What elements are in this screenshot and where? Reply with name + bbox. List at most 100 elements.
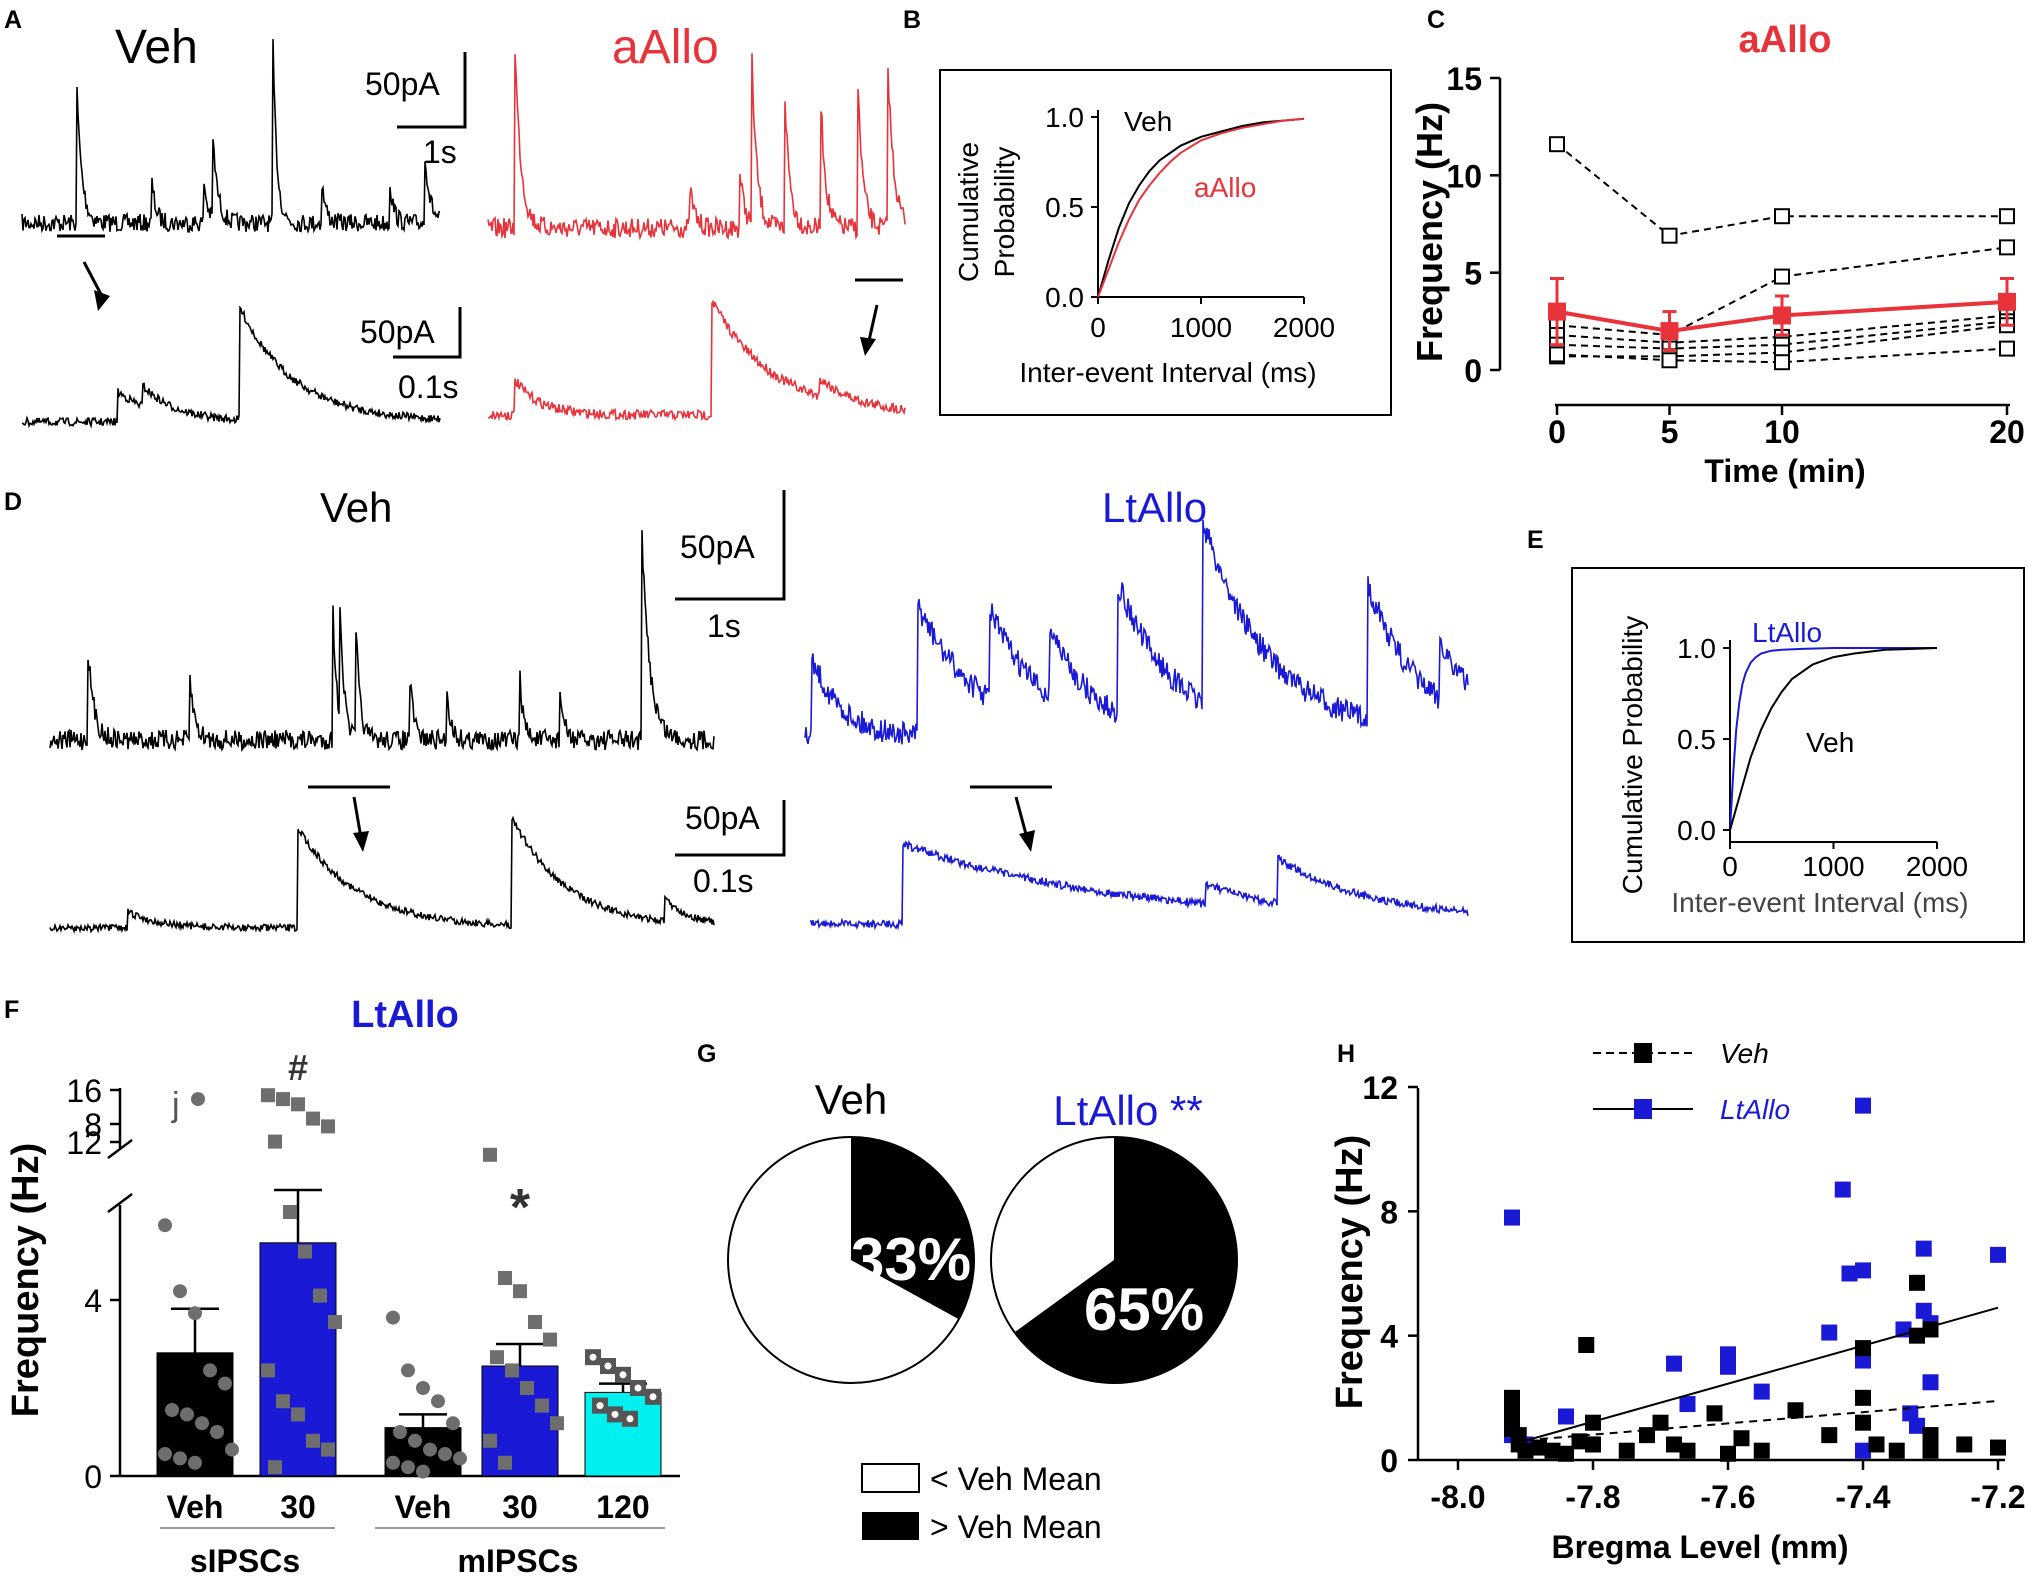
panel-f-point	[218, 1376, 232, 1391]
panel-f-point	[513, 1284, 527, 1299]
panel-f-ytick-label: 0	[84, 1459, 102, 1495]
arrow-d-ltallo	[1014, 796, 1029, 839]
panel-h-point	[1720, 1358, 1736, 1375]
panel-f-point-inner	[611, 1410, 619, 1418]
panel-g-chart: Veh LtAllo ** 33% 65% < Veh Mean > Veh Me…	[727, 1076, 1238, 1545]
panel-f-point	[505, 1363, 519, 1378]
panel-e-ltallo-curve	[1729, 647, 1937, 831]
panel-h-point	[1821, 1427, 1838, 1444]
panel-f-chart: LtAllo 0 4 812 16 Veh 30 Veh 30 120 Frequency (…	[5, 994, 680, 1579]
panel-e-veh-curve	[1729, 647, 1938, 831]
pie-ltallo-title: LtAllo **	[1053, 1087, 1202, 1134]
panel-c-individual-line	[1556, 246, 2008, 337]
panel-h-point	[1753, 1383, 1770, 1400]
panel-d-ltallo-label: LtAllo	[1102, 484, 1207, 531]
panel-h-point	[1956, 1436, 1973, 1453]
panel-e-frame	[1571, 567, 2025, 943]
panel-h-xtick-label: -7.6	[1700, 1479, 1755, 1515]
panel-h-point	[1531, 1439, 1547, 1456]
panel-f-point	[188, 1455, 202, 1470]
legend-veh-label: Veh	[1720, 1038, 1769, 1069]
panel-c-xtick-label: 5	[1661, 414, 1679, 450]
panel-c-individual-point	[1774, 268, 1790, 285]
panel-f-point	[173, 1451, 187, 1466]
panel-c-mean-line	[1556, 299, 2008, 334]
panel-h-ylabel: Frequency (Hz)	[1329, 1135, 1371, 1409]
panel-h-point	[1504, 1209, 1520, 1226]
panel-f-bar	[259, 1242, 337, 1477]
panel-f-annot-hash: #	[288, 1047, 308, 1088]
panel-b-ylabel-1: Cumulative	[953, 142, 984, 282]
panel-h-point	[1558, 1445, 1574, 1462]
panel-f-category-label: 120	[596, 1489, 649, 1525]
panel-c-individual-point	[1774, 354, 1790, 371]
panel-c-xtick-label: 20	[1989, 414, 2025, 450]
panel-h-point	[1571, 1433, 1588, 1450]
panel-b-ytick-label: 1.0	[1045, 102, 1084, 133]
arrow-a-veh-head	[94, 290, 110, 311]
panel-f-point	[261, 1363, 275, 1378]
panel-b-xlabel: Inter-event Interval (ms)	[1019, 357, 1316, 388]
panel-h-point	[1578, 1336, 1595, 1353]
panel-letter-h: H	[1337, 1040, 1355, 1068]
panel-h-fit-line	[1511, 1306, 1999, 1446]
panel-f-point	[173, 1284, 187, 1299]
veh-trace-d-zoom	[49, 815, 715, 935]
pie-veh-title: Veh	[815, 1076, 887, 1123]
panel-f-point	[453, 1451, 467, 1466]
pie-percent-label: 65%	[1084, 1276, 1204, 1343]
panel-f-point	[321, 1119, 335, 1134]
panel-h-point	[1720, 1346, 1736, 1363]
panel-b-xtick-label: 0	[1090, 312, 1106, 343]
panel-h-point	[1915, 1240, 1932, 1257]
panel-f-point	[483, 1147, 497, 1162]
panel-f-point	[416, 1464, 430, 1479]
panel-e-xtick-label: 2000	[1906, 851, 1968, 882]
panel-c-mean-point	[1773, 306, 1791, 325]
panel-c-individual-point	[1549, 136, 1565, 153]
panel-f-point	[520, 1381, 534, 1395]
panel-b-aallo-curve	[1097, 117, 1305, 298]
panel-e-chart: 0.0 0.5 1.0 0 1000 2000 LtAllo Veh Cumulative…	[1571, 567, 2025, 943]
panel-letter-d: D	[4, 488, 22, 516]
panel-f-point	[283, 1205, 297, 1219]
panel-f-point	[306, 1111, 320, 1126]
panel-f-point	[180, 1407, 194, 1422]
panel-f-point-inner	[634, 1384, 642, 1392]
panel-c-individual-line	[1557, 324, 2008, 358]
panel-f-point	[203, 1363, 217, 1378]
arrow-d-ltallo-head	[1019, 830, 1035, 852]
panel-h-point	[1834, 1181, 1851, 1198]
panel-h-point	[1855, 1097, 1871, 1114]
panel-h-ytick-label: 0	[1380, 1443, 1398, 1479]
panel-h-ytick-label: 8	[1380, 1194, 1398, 1230]
ltallo-trace-d-top	[804, 519, 1469, 745]
panel-h-point	[1618, 1442, 1635, 1459]
panel-f-point	[313, 1288, 327, 1303]
panel-f-point	[195, 1416, 209, 1431]
panel-h-point	[1504, 1389, 1520, 1406]
scalebar-d1-amp: 50pA	[680, 529, 755, 565]
panel-h-point	[1990, 1439, 2006, 1456]
panel-c-individual-point	[1999, 340, 2015, 357]
panel-c-ytick-label: 10	[1446, 158, 1482, 194]
panel-h-point	[1855, 1414, 1871, 1431]
panel-f-axis-break-1	[107, 1139, 133, 1159]
panel-letter-g: G	[697, 1040, 716, 1068]
panel-f-category-label: 30	[502, 1489, 538, 1525]
panel-h-xtick-label: -7.2	[1970, 1479, 2025, 1515]
panel-f-point	[490, 1350, 504, 1365]
panel-e-ytick-label: 0.5	[1677, 724, 1716, 755]
panel-b-frame	[939, 69, 1392, 416]
panel-d-veh-label: Veh	[320, 484, 392, 531]
panel-c-individual-point	[1661, 352, 1678, 369]
scalebar-d2-amp: 50pA	[685, 800, 760, 836]
panel-b-ytick-label: 0.5	[1045, 192, 1084, 223]
scalebar-a2-time: 0.1s	[398, 369, 458, 405]
veh-trace-d-top	[49, 530, 715, 753]
aallo-trace-top	[487, 53, 906, 241]
panel-f-point	[210, 1425, 224, 1439]
panel-h-point	[1753, 1442, 1770, 1459]
